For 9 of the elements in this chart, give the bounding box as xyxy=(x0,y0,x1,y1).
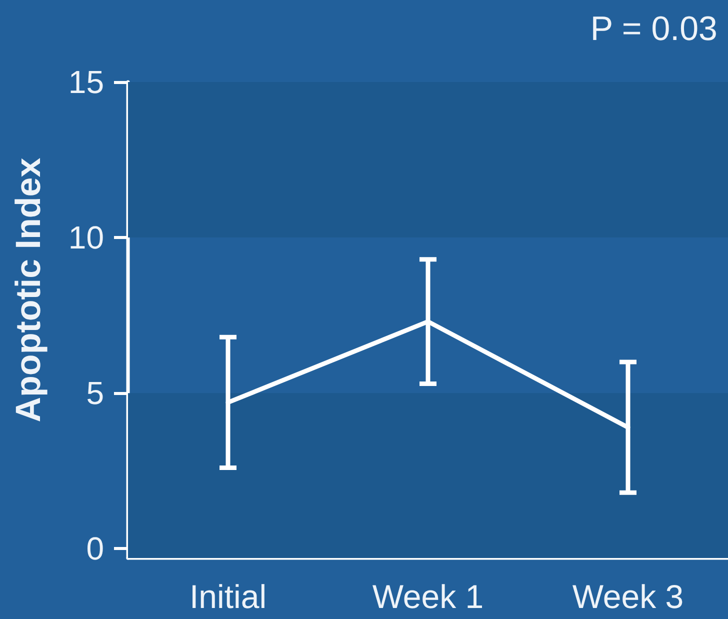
text: P = 0.03 xyxy=(590,10,718,48)
y-tick-label: 0 xyxy=(86,530,104,567)
x-tick-label: Week 3 xyxy=(572,578,684,615)
y-tick-label: 10 xyxy=(68,220,104,256)
y-axis-title: Apoptotic Index xyxy=(9,157,48,422)
x-tick-label: Initial xyxy=(189,578,267,615)
y-tick-label: 15 xyxy=(68,64,104,100)
y-tick-label: 5 xyxy=(86,375,104,412)
x-tick-label: Week 1 xyxy=(372,578,484,615)
